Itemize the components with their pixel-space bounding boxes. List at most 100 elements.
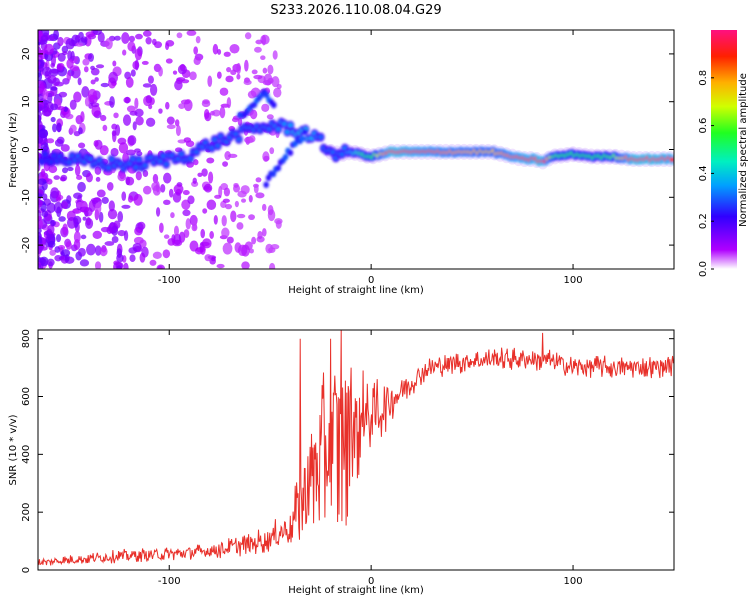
spectrogram-feature-blob [275,164,282,172]
x-tick-label: 0 [368,576,374,587]
y-tick-label: -10 [21,189,32,205]
spectrogram-noise-blob [99,246,108,257]
spectrogram-noise-blob [202,208,208,214]
spectrogram-noise-blob [123,262,129,269]
y-tick-label: -20 [21,237,32,253]
spectrogram-noise-blob [262,67,268,74]
spectrogram-noise-blob [234,200,239,208]
spectrogram-noise-blob [129,110,138,116]
spectrogram-noise-blob [94,77,99,82]
spectrogram-noise-blob [92,30,103,36]
spectrogram-noise-blob [227,153,238,159]
spectrogram-feature-blob [299,135,306,142]
spectrogram-noise-blob [181,79,190,84]
spectrogram-noise-blob [38,61,41,66]
spectrogram-noise-blob [174,119,180,127]
spectrogram-ridge-core [87,156,94,162]
spectrogram-noise-blob [217,48,222,55]
spectrogram-noise-blob [189,240,199,252]
spectrogram-noise-blob [80,111,85,123]
spectrogram-noise-blob [269,147,275,155]
spectrogram-noise-blob [141,60,149,65]
spectrogram-noise-blob [152,173,159,184]
spectrogram-noise-blob [236,222,244,230]
spectrogram-noise-blob [38,199,43,208]
spectrogram-noise-blob [248,135,256,143]
spectrogram-noise-blob [214,194,222,199]
spectrogram-noise-blob [203,183,213,193]
spectrogram-noise-blob [95,64,105,69]
snr-frame [37,329,675,571]
spectrogram-noise-blob [116,265,122,269]
spectrogram-ridge-layer [38,88,674,188]
spectrogram-noise-blob [203,108,210,120]
spectrogram-noise-blob [182,190,190,196]
spectrogram-noise-blob [204,254,212,262]
spectrogram-noise-blob [233,184,241,193]
spectrogram-noise-blob [127,195,134,203]
spectrogram-noise-blob [58,216,66,222]
spectrogram-noise-blob [226,67,232,73]
spectrogram-ridge-core [330,149,336,155]
spectrogram-noise-blob [261,35,267,46]
spectrogram-noise-blob [199,244,206,255]
spectrogram-noise-blob [64,113,74,120]
spectrogram-noise-blob [273,87,282,98]
spectrogram-noise-blob [54,81,64,87]
spectrogram-noise-blob [56,122,62,133]
spectrogram-noise-blob [112,60,117,67]
spectrogram-noise-blob [163,199,171,206]
spectrogram-noise-blob [122,49,127,56]
spectrogram-noise-blob [90,197,101,203]
spectrogram-noise-blob [178,103,186,109]
spectrogram-noise-blob [49,249,56,256]
y-tick-label: 10 [21,95,32,108]
colorbar-tick-label: 0.8 [698,70,709,86]
spectrogram-noise-blob [100,114,107,122]
spectrogram-noise-blob [155,207,161,217]
spectrogram-noise-blob [275,219,282,229]
spectrogram-ridge-core [163,161,169,167]
spectrogram-ylabel: Frequency (Hz) [8,112,19,188]
spectrogram-noise-blob [50,103,59,111]
spectrogram-noise-blob [42,89,49,101]
spectrogram-noise-blob [221,215,227,227]
spectrogram-noise-blob [255,177,262,183]
spectrogram-noise-blob [108,200,115,212]
spectrogram-noise-blob [121,191,127,201]
spectrogram-noise-blob [64,256,75,264]
spectrogram-noise-blob [229,44,240,54]
spectrogram-ridge-core [130,156,136,162]
spectrogram-noise-blob [206,157,215,164]
spectrogram-noise-blob [66,71,72,82]
spectrogram-noise-blob [83,66,89,73]
spectrogram-noise-blob [50,187,60,199]
spectrogram-noise-blob [94,261,102,269]
spectrogram-noise-blob [158,66,163,77]
spectrogram-noise-blob [244,59,249,72]
spectrogram-noise-blob [226,236,234,244]
spectrogram-noise-blob [38,128,48,139]
spectrogram-ridge-core [212,137,218,142]
spectrogram-noise-blob [207,75,213,88]
spectrogram-noise-blob [97,31,105,43]
spectrogram-noise-blob [224,203,233,210]
spectrogram-noise-blob [192,220,198,231]
spectrogram-noise-blob [152,251,162,259]
spectrogram-noise-blob [187,195,195,205]
spectrogram-noise-blob [50,86,58,91]
spectrogram-noise-blob [176,32,183,39]
spectrogram-noise-blob [262,79,272,86]
spectrogram-noise-blob [38,263,42,269]
spectrogram-noise-blob [134,97,139,110]
spectrogram-noise-blob [47,75,57,84]
spectrogram-noise-blob [193,56,201,66]
spectrogram-noise-blob [110,147,119,157]
spectrogram-noise-blob [44,43,54,55]
spectrogram-noise-blob [57,36,64,47]
spectrogram-noise-blob [180,99,191,105]
spectrogram-noise-blob [53,201,63,214]
spectrogram-noise-blob [53,175,61,180]
spectrogram-noise-blob [222,242,233,255]
spectrogram-noise-blob [182,209,191,217]
